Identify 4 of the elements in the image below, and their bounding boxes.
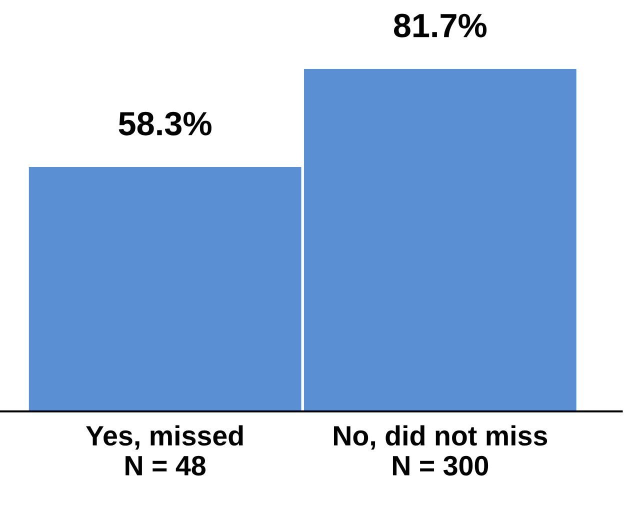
data-label: 58.3% xyxy=(118,112,212,136)
x-tick-label: No, did not miss N = 300 xyxy=(334,425,548,476)
data-label: 81.7% xyxy=(394,14,487,38)
x-tick-label: Yes, missed N = 48 xyxy=(86,425,243,476)
